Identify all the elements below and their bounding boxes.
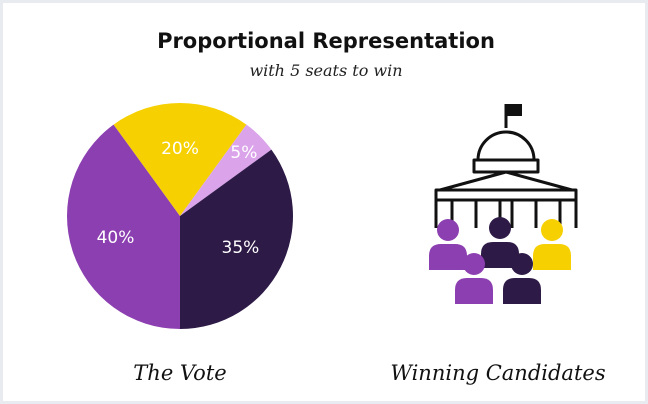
- slice-label: 40%: [97, 228, 135, 248]
- pie-slice: [113, 103, 247, 216]
- pie-slice: [180, 124, 272, 216]
- pie: 40% 20% 5% 35%: [66, 103, 293, 329]
- pie-slice: [180, 149, 293, 329]
- chart-subtitle: with 5 seats to win: [249, 61, 402, 80]
- chart-title: Proportional Representation: [157, 29, 495, 53]
- slice-label: 20%: [161, 139, 199, 159]
- pie-slice: [66, 124, 180, 329]
- capitol-icon: [434, 104, 578, 228]
- slice-label: 35%: [222, 238, 260, 258]
- pie-caption: The Vote: [133, 361, 226, 385]
- illustration-caption: Winning Candidates: [390, 361, 605, 385]
- slice-label: 5%: [230, 143, 257, 163]
